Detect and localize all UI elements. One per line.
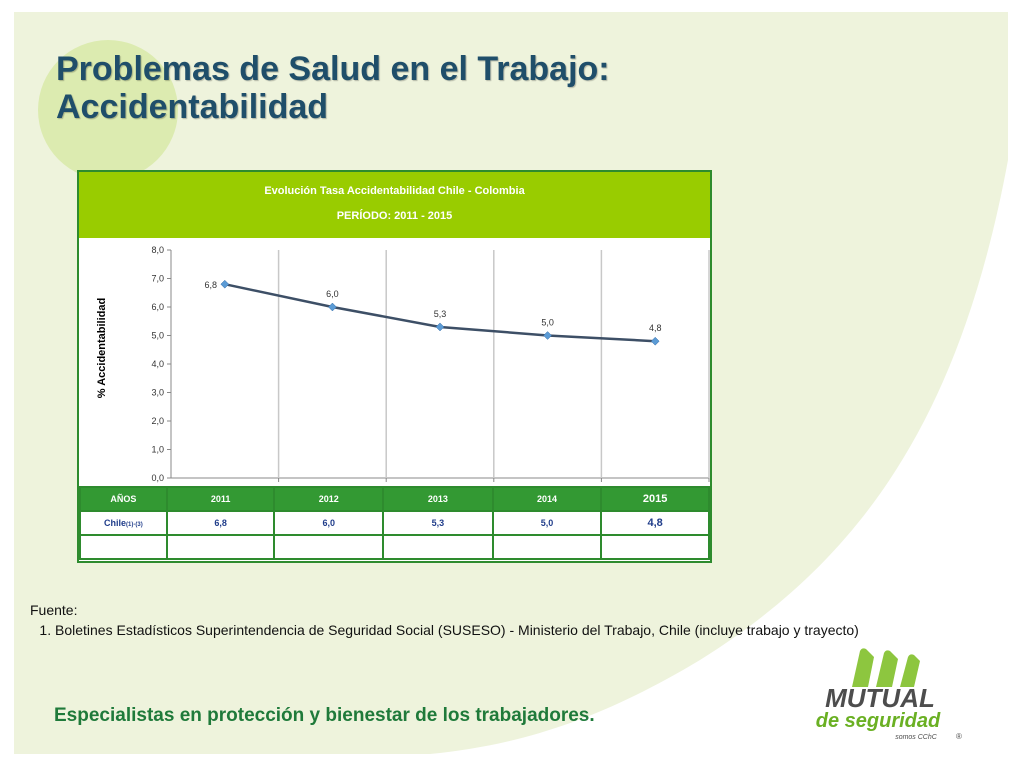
data-point <box>650 336 660 346</box>
logo-line3: somos CChC <box>895 734 938 741</box>
data-label: 6,8 <box>205 280 218 290</box>
table-cell-empty <box>273 534 385 560</box>
y-axis-label: % Accidentabilidad <box>96 298 108 398</box>
data-label: 5,3 <box>434 309 447 319</box>
table-cell-empty <box>491 534 603 560</box>
y-tick-label: 2,0 <box>151 416 164 426</box>
chart-subtitle: PERÍODO: 2011 - 2015 <box>336 210 453 222</box>
y-tick-label: 8,0 <box>151 245 164 255</box>
logo-registered-mark: ® <box>956 732 962 741</box>
y-tick-label: 7,0 <box>151 274 164 284</box>
table-cell: 5,3 <box>382 510 494 536</box>
y-tick-label: 0,0 <box>151 473 164 483</box>
source-list: Boletines Estadísticos Superintendencia … <box>30 620 859 640</box>
table-cell: 6,8 <box>165 510 276 536</box>
table-empty-row <box>79 534 710 560</box>
data-table: AÑOS 2011 2012 2013 2014 2015 Chile(1)-(… <box>79 486 710 560</box>
grid-lines <box>277 250 710 482</box>
table-cell-empty <box>165 534 276 560</box>
data-label: 5,0 <box>541 318 554 328</box>
table-cell: 4,8 <box>600 510 710 536</box>
data-point <box>435 322 445 332</box>
slide-title: Problemas de Salud en el Trabajo: Accide… <box>56 50 856 126</box>
source-note: Fuente: Boletines Estadísticos Superinte… <box>30 600 859 640</box>
table-row-label-footnote: (1)-(3) <box>126 522 143 528</box>
table-cell: 5,0 <box>491 510 603 536</box>
chart-header: Evolución Tasa Accidentabilidad Chile - … <box>79 172 710 238</box>
data-labels: 6,8 6,0 5,3 5,0 4,8 <box>205 280 662 333</box>
data-points <box>220 279 660 346</box>
chart-container: Evolución Tasa Accidentabilidad Chile - … <box>77 170 712 563</box>
table-header-cell: 2015 <box>600 486 710 512</box>
slide-title-line1: Problemas de Salud en el Trabajo: <box>56 50 610 88</box>
mutual-logo-mark-icon <box>852 648 920 687</box>
table-header-cell: 2014 <box>491 486 603 512</box>
table-cell-empty <box>600 534 710 560</box>
data-label: 4,8 <box>649 323 662 333</box>
data-point <box>328 302 337 312</box>
table-header-cell: 2013 <box>382 486 494 512</box>
data-point <box>543 331 552 340</box>
footer-tagline: Especialistas en protección y bienestar … <box>54 705 595 726</box>
table-row-label: Chile(1)-(3) <box>79 510 168 536</box>
slide-title-line2: Accidentabilidad <box>56 88 329 126</box>
y-tick-label: 1,0 <box>151 445 164 455</box>
y-tick-label: 6,0 <box>151 302 164 312</box>
table-header-label: AÑOS <box>79 486 168 512</box>
table-header-cell: 2012 <box>273 486 385 512</box>
table-cell: 6,0 <box>273 510 385 536</box>
data-point <box>220 279 230 289</box>
y-ticks: 0,0 1,0 2,0 3,0 4,0 5,0 6,0 7,0 8,0 <box>151 245 171 483</box>
line-chart: % Accidentabilidad 0,0 1,0 2,0 3,0 4,0 5,0 6,0… <box>96 245 710 483</box>
table-cell-empty <box>382 534 494 560</box>
source-item: Boletines Estadísticos Superintendencia … <box>55 620 859 640</box>
table-header-row: AÑOS 2011 2012 2013 2014 2015 <box>79 486 710 512</box>
source-heading: Fuente: <box>30 602 78 618</box>
y-tick-label: 4,0 <box>151 359 164 369</box>
logo-line1: MUTUAL <box>825 683 935 713</box>
chart-title: Evolución Tasa Accidentabilidad Chile - … <box>264 185 525 197</box>
data-label: 6,0 <box>326 289 339 299</box>
y-tick-label: 3,0 <box>151 388 164 398</box>
mutual-logo: MUTUAL de seguridad somos CChC ® <box>816 648 962 741</box>
table-row-label-text: Chile <box>104 518 127 528</box>
y-tick-label: 5,0 <box>151 331 164 341</box>
table-cell-empty <box>79 534 168 560</box>
logo-line2: de seguridad <box>816 710 941 732</box>
table-header-cell: 2011 <box>165 486 276 512</box>
table-row: Chile(1)-(3) 6,8 6,0 5,3 5,0 4,8 <box>79 510 710 536</box>
